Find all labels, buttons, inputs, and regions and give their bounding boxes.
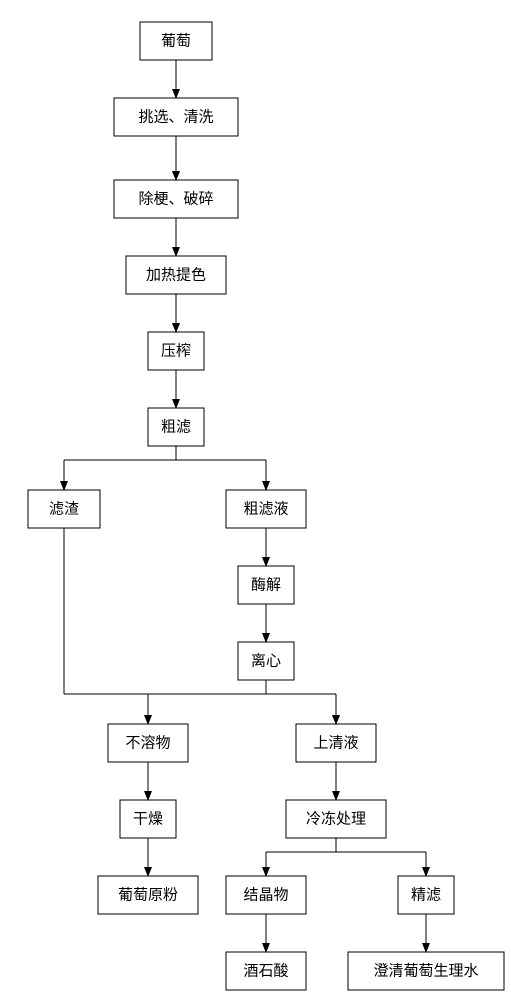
flow-node-label: 酒石酸 [243,962,288,979]
flow-node-label: 离心 [251,652,281,669]
flow-node-label: 挑选、清洗 [138,108,213,125]
flow-node: 粗滤液 [226,490,306,528]
flow-node: 挑选、清洗 [114,98,238,136]
flow-node-label: 精滤 [411,886,441,903]
flow-node: 葡萄原粉 [98,876,198,914]
flow-node: 加热提色 [126,256,226,294]
flow-node-label: 上清液 [313,734,358,751]
flow-node-label: 压榨 [161,341,191,359]
flow-node: 酶解 [238,566,294,604]
flow-node-label: 干燥 [133,810,163,827]
flow-node: 离心 [238,642,294,680]
flow-node-label: 结晶物 [243,886,288,903]
flow-node: 压榨 [148,332,204,370]
flow-node: 不溶物 [108,724,188,762]
flow-node: 精滤 [398,876,454,914]
flow-node: 除梗、破碎 [114,180,238,218]
flow-node-label: 除梗、破碎 [138,190,213,207]
flow-node: 酒石酸 [226,952,306,990]
flow-node: 上清液 [296,724,376,762]
flow-node: 冷冻处理 [286,800,386,838]
flow-node: 葡萄 [140,22,212,60]
flow-node: 干燥 [120,800,176,838]
flow-node: 滤渣 [28,490,100,528]
flow-node-label: 冷冻处理 [306,809,366,827]
flow-node-label: 葡萄 [161,32,191,49]
flow-node-label: 澄清葡萄生理水 [373,962,478,979]
flow-node: 澄清葡萄生理水 [348,952,504,990]
flow-node-label: 粗滤液 [243,500,288,517]
flow-node: 结晶物 [226,876,306,914]
flow-node: 粗滤 [148,408,204,446]
flow-node-label: 不溶物 [125,734,170,751]
flow-node-label: 滤渣 [49,500,79,517]
flow-node-label: 酶解 [251,576,281,593]
flow-node-label: 粗滤 [161,418,191,435]
flow-node-label: 葡萄原粉 [118,886,178,903]
flow-node-label: 加热提色 [146,266,206,283]
